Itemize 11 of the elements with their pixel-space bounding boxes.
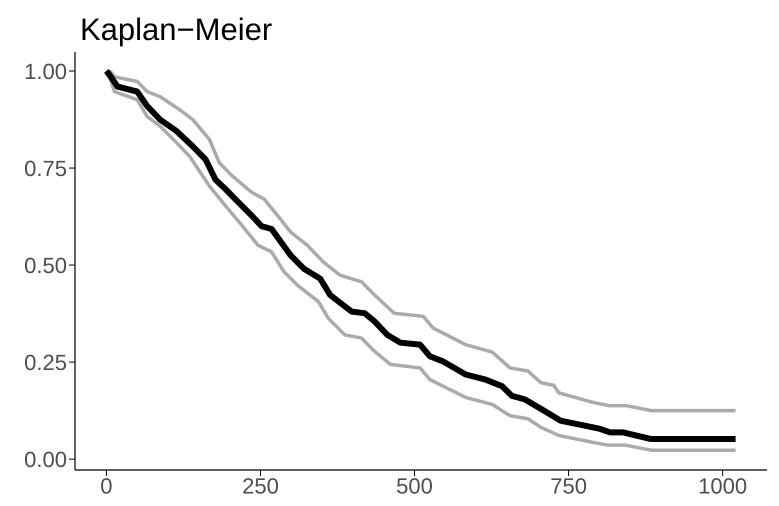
x-tick-label: 500 [396,474,433,499]
x-tick-label: 750 [550,474,587,499]
y-tick-label: 0.00 [24,446,67,472]
chart-title: Kaplan−Meier [80,12,272,48]
x-tick-label: 1000 [698,474,748,499]
y-tick-label: 1.00 [24,58,67,84]
y-tick-label: 0.50 [24,252,67,278]
x-tick-label: 0 [100,474,113,499]
x-tick-label: 250 [242,474,279,499]
y-tick-label: 0.25 [24,350,67,375]
y-tick-label: 0.75 [24,156,67,181]
